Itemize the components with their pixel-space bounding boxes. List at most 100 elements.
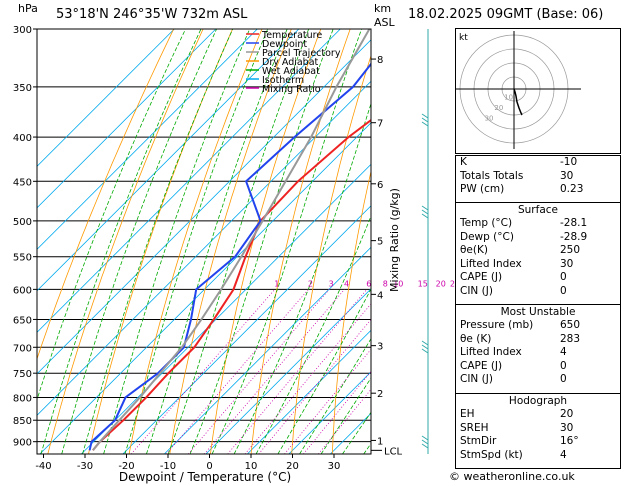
copyright-credit: © weatheronline.co.uk xyxy=(449,470,575,483)
mu-cape-value: 0 xyxy=(560,359,567,372)
isotherm-line xyxy=(37,29,258,250)
wet-adiabat-line xyxy=(167,29,310,454)
pressure-tick-label: 700 xyxy=(13,343,32,354)
pressure-tick-label: 650 xyxy=(13,315,32,326)
surface-row: Temp (°C) -28.1 xyxy=(456,217,620,231)
wet-adiabat-line xyxy=(255,214,371,454)
km-unit-label: km xyxy=(374,2,392,15)
height-tick-label: 7 xyxy=(377,119,383,130)
wet-adiabat-line xyxy=(37,29,186,401)
mixing-ratio-line xyxy=(258,318,371,454)
profile-dewpoint xyxy=(88,62,371,451)
surface-dewp-value: -28.9 xyxy=(560,230,588,243)
mu-pressure-label: Pressure (mb) xyxy=(460,319,534,331)
mu-lifted-index-label: Lifted Index xyxy=(460,346,522,359)
mu-pressure-value: 650 xyxy=(560,319,581,331)
hodograph-table-panel: Hodograph EH 20 SREH 30 StmDir 16° StmSpd (… xyxy=(455,393,621,469)
legend-item: Wet Adiabat xyxy=(262,66,320,77)
mixing-ratio-label: 15 xyxy=(418,279,428,288)
plot-frame xyxy=(36,28,372,455)
legend-item: Parcel Trajectory xyxy=(262,48,341,59)
storm-direction-label: StmDir xyxy=(460,435,497,448)
surface-cape-value: 0 xyxy=(560,271,567,284)
surface-cin-label: CIN (J) xyxy=(460,284,493,297)
wind-barb xyxy=(421,340,429,354)
mixing-ratio-line xyxy=(166,289,309,454)
mu-thetae-value: 283 xyxy=(560,332,581,345)
wet-adiabat-line xyxy=(61,29,217,454)
temperature-tick-label: -30 xyxy=(77,461,93,472)
location-label: 53°18'N 246°35'W 732m ASL xyxy=(56,7,248,22)
isotherm-line xyxy=(205,288,371,454)
totals-totals-value: 30 xyxy=(560,169,574,182)
mixing-ratio-label: 6 xyxy=(366,279,371,288)
wet-adiabat-line xyxy=(189,29,334,454)
surface-lifted-index-value: 30 xyxy=(560,257,574,270)
mixing-ratio-line xyxy=(187,289,330,454)
hodograph-unit-label: kt xyxy=(459,33,468,43)
storm-speed-value: 4 xyxy=(560,448,567,461)
surface-row: CAPE (J) 0 xyxy=(456,271,620,285)
height-tick-label: 6 xyxy=(377,180,383,191)
height-axis: 1 2 3 4 5 6 7 8 LCL xyxy=(371,55,403,457)
temperature-tick-label: -10 xyxy=(160,461,176,472)
dry-adiabat-line xyxy=(331,169,371,454)
pressure-tick-label: 300 xyxy=(13,25,32,36)
profile-parcel-trajectory xyxy=(92,29,371,451)
unstable-row: CIN (J) 0 xyxy=(456,373,620,387)
pressure-tick-label: 850 xyxy=(13,416,32,427)
totals-totals-row: Totals Totals 30 xyxy=(456,170,620,184)
storm-speed-label: StmSpd (kt) xyxy=(460,448,523,461)
isotherm-line xyxy=(164,246,371,454)
surface-row: Lifted Index 30 xyxy=(456,258,620,272)
pressure-tick-label: 750 xyxy=(13,369,32,380)
mixing-ratio-labels: 1 2 3 4 6 8 10 15 20 25 xyxy=(274,279,460,288)
y-axis-label: Mixing Ratio (g/kg) xyxy=(388,188,401,292)
temperature-tick-label: -20 xyxy=(118,461,134,472)
mixing-ratio-label: 2 xyxy=(308,279,313,288)
hodograph-ring-label: 10 xyxy=(504,94,513,102)
temperature-tick-label: 20 xyxy=(286,461,299,472)
mixing-ratio-line xyxy=(244,303,371,454)
surface-row: θe(K) 250 xyxy=(456,244,620,258)
unstable-row: CAPE (J) 0 xyxy=(456,360,620,374)
surface-lifted-index-label: Lifted Index xyxy=(460,257,522,270)
surface-thetae-label: θe(K) xyxy=(460,244,488,257)
skewt-grid xyxy=(37,29,371,454)
lcl-label: LCL xyxy=(384,446,403,457)
storm-direction-value: 16° xyxy=(560,435,579,448)
temperature-tick-label: 0 xyxy=(206,461,212,472)
hodograph-panel: kt 10 20 30 xyxy=(455,28,621,154)
mu-cin-label: CIN (J) xyxy=(460,373,493,386)
mu-cin-value: 0 xyxy=(560,373,567,386)
isotherm-line xyxy=(122,205,371,454)
isotherm-line xyxy=(37,29,341,333)
precipitable-water-row: PW (cm) 0.23 xyxy=(456,183,620,197)
height-tick-label: 3 xyxy=(377,342,383,353)
mixing-ratio-line xyxy=(227,289,368,454)
surface-cin-value: 0 xyxy=(560,284,567,297)
mixing-ratio-label: 10 xyxy=(393,279,403,288)
hodograph-row: EH 20 xyxy=(456,408,620,422)
k-index-row: K -10 xyxy=(456,156,620,170)
isotherm-line xyxy=(37,39,371,375)
isotherm-line xyxy=(288,371,371,454)
temperature-axis: -40 -30 -20 -10 0 10 20 30 xyxy=(35,454,340,472)
skewt-profiles xyxy=(88,29,371,451)
pressure-tick-label: 550 xyxy=(13,253,32,264)
eh-label: EH xyxy=(460,408,475,420)
wind-barb xyxy=(421,113,429,127)
pressure-axis: 300 350 400 450 500 550 600 650 700 750 800 850 900 xyxy=(13,25,37,449)
temperature-tick-label: 30 xyxy=(328,461,341,472)
isotherm-line xyxy=(247,329,371,454)
height-tick-label: 5 xyxy=(377,237,383,248)
wind-barbs xyxy=(421,113,429,449)
hodograph-trace xyxy=(513,88,523,116)
height-tick-label: 1 xyxy=(377,436,383,447)
surface-title: Surface xyxy=(517,204,558,216)
k-index-value: -10 xyxy=(560,156,578,168)
dry-adiabat-line xyxy=(169,29,292,454)
precipitable-water-value: 0.23 xyxy=(560,183,584,196)
